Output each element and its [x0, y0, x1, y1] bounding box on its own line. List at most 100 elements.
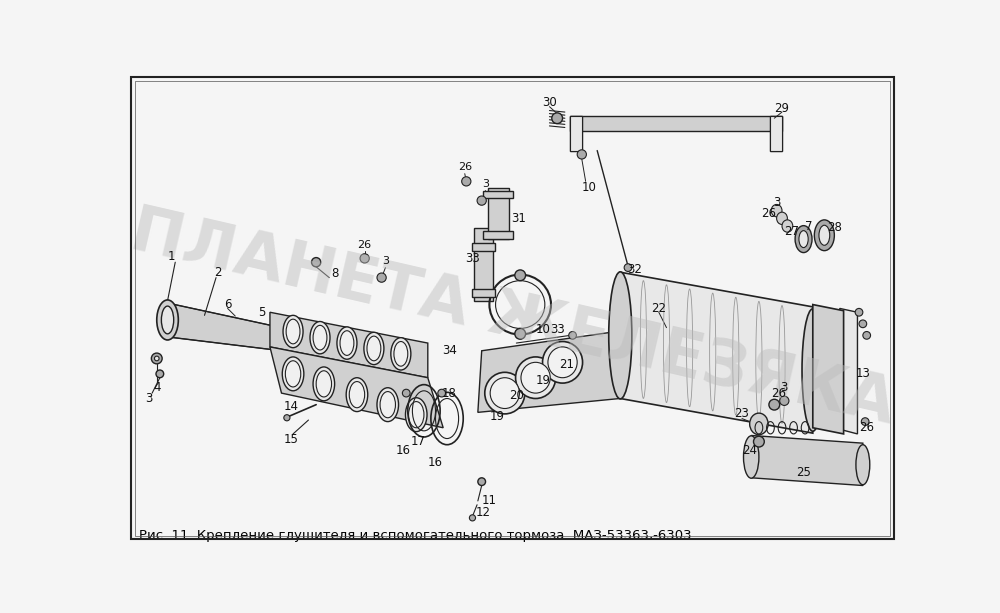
Ellipse shape: [161, 306, 174, 334]
Circle shape: [754, 436, 764, 447]
Text: 11: 11: [482, 495, 497, 508]
Ellipse shape: [316, 371, 332, 397]
Circle shape: [552, 113, 563, 124]
Ellipse shape: [409, 402, 424, 428]
Text: 21: 21: [559, 358, 574, 371]
Ellipse shape: [285, 361, 301, 387]
Text: ПЛАНЕТА ЖЕЛЕЗЯКА: ПЛАНЕТА ЖЕЛЕЗЯКА: [124, 200, 901, 437]
Circle shape: [515, 329, 526, 339]
Text: 30: 30: [542, 96, 557, 109]
Text: 6: 6: [224, 298, 231, 311]
Polygon shape: [570, 116, 582, 151]
Circle shape: [402, 389, 410, 397]
Ellipse shape: [346, 378, 368, 411]
Text: 3: 3: [780, 381, 787, 394]
Ellipse shape: [337, 327, 357, 359]
Text: 19: 19: [536, 373, 551, 387]
Polygon shape: [813, 305, 844, 434]
Circle shape: [469, 515, 476, 521]
Polygon shape: [472, 243, 495, 251]
Polygon shape: [840, 308, 857, 434]
Ellipse shape: [750, 413, 768, 435]
Circle shape: [577, 150, 586, 159]
Ellipse shape: [516, 357, 556, 398]
Ellipse shape: [548, 347, 577, 378]
Text: 20: 20: [509, 389, 524, 402]
Ellipse shape: [391, 338, 411, 370]
Ellipse shape: [521, 362, 550, 393]
Ellipse shape: [485, 372, 525, 414]
Text: 15: 15: [284, 433, 299, 446]
Text: 13: 13: [855, 367, 870, 380]
Ellipse shape: [814, 220, 834, 251]
Polygon shape: [270, 312, 428, 378]
Circle shape: [855, 308, 863, 316]
Circle shape: [769, 399, 780, 410]
Ellipse shape: [349, 381, 365, 408]
Ellipse shape: [394, 341, 408, 366]
Polygon shape: [483, 191, 513, 198]
Circle shape: [477, 196, 486, 205]
Ellipse shape: [795, 226, 812, 253]
Ellipse shape: [744, 436, 759, 478]
Ellipse shape: [543, 341, 583, 383]
Circle shape: [780, 396, 789, 405]
Polygon shape: [770, 116, 782, 151]
Circle shape: [156, 370, 164, 378]
Text: 26: 26: [859, 421, 874, 434]
Circle shape: [377, 273, 386, 282]
Text: 29: 29: [774, 102, 790, 115]
Polygon shape: [570, 116, 782, 131]
Text: 17: 17: [411, 435, 426, 448]
Circle shape: [859, 320, 867, 328]
Circle shape: [360, 254, 369, 263]
Text: 28: 28: [827, 221, 842, 234]
Circle shape: [154, 356, 159, 361]
Ellipse shape: [313, 367, 335, 401]
Text: 24: 24: [742, 444, 757, 457]
Ellipse shape: [283, 315, 303, 348]
Polygon shape: [483, 232, 513, 239]
Ellipse shape: [157, 300, 178, 340]
Text: 3: 3: [482, 180, 489, 189]
Text: 12: 12: [476, 506, 491, 519]
Text: 2: 2: [215, 265, 222, 279]
Text: 32: 32: [627, 264, 642, 276]
Ellipse shape: [310, 321, 330, 354]
Circle shape: [478, 478, 486, 485]
Text: 10: 10: [536, 324, 551, 337]
Ellipse shape: [777, 212, 787, 224]
Polygon shape: [478, 328, 643, 413]
Text: 26: 26: [458, 162, 472, 172]
Circle shape: [863, 332, 871, 339]
Text: 3: 3: [145, 392, 153, 405]
Circle shape: [515, 270, 526, 281]
Ellipse shape: [313, 326, 327, 350]
Ellipse shape: [405, 398, 427, 432]
Text: 1: 1: [168, 250, 175, 264]
Ellipse shape: [364, 332, 384, 365]
Text: Рис. 11. Крепление глушителя и вспомогательного тормоза  МАЗ-53363,-6303.: Рис. 11. Крепление глушителя и вспомогат…: [139, 529, 696, 542]
Polygon shape: [270, 347, 443, 428]
Ellipse shape: [282, 357, 304, 391]
Text: 23: 23: [735, 408, 749, 421]
Text: 26: 26: [771, 387, 786, 400]
Ellipse shape: [856, 444, 870, 485]
Text: 3: 3: [773, 196, 780, 210]
Ellipse shape: [609, 272, 632, 399]
Text: 8: 8: [332, 267, 339, 280]
Text: 7: 7: [805, 219, 813, 232]
Polygon shape: [770, 116, 782, 151]
Ellipse shape: [802, 309, 824, 431]
Text: 34: 34: [442, 345, 457, 357]
Text: 19: 19: [490, 409, 505, 423]
Ellipse shape: [340, 331, 354, 356]
Ellipse shape: [377, 387, 399, 422]
Polygon shape: [620, 272, 813, 433]
Text: 33: 33: [550, 322, 565, 336]
Text: 16: 16: [428, 456, 443, 469]
Ellipse shape: [771, 205, 782, 217]
Text: 31: 31: [511, 212, 526, 225]
Ellipse shape: [286, 319, 300, 344]
Text: 3: 3: [382, 256, 389, 267]
